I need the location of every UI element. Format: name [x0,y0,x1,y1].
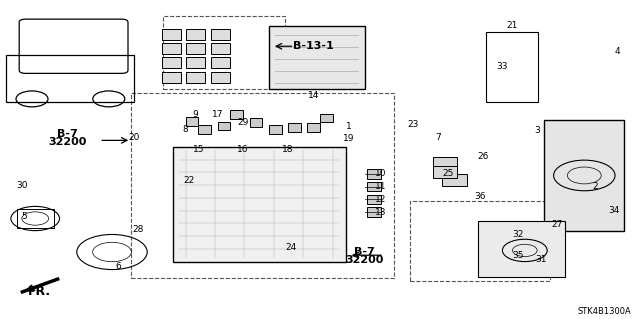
Text: 24: 24 [285,243,297,252]
Bar [186,57,205,68]
Text: 30: 30 [17,181,28,189]
Bar [367,207,381,217]
Text: 17: 17 [212,110,223,119]
Bar [433,157,457,169]
FancyBboxPatch shape [173,147,346,262]
Text: FR.: FR. [28,286,51,298]
Text: 3: 3 [535,126,540,135]
Bar [162,71,181,83]
Bar [307,123,320,132]
Text: 7: 7 [436,133,441,142]
FancyBboxPatch shape [544,120,624,231]
Text: 32200: 32200 [346,255,384,265]
Bar [288,123,301,132]
Text: 14: 14 [308,91,319,100]
Text: 21: 21 [506,21,518,30]
Text: 32200: 32200 [48,137,86,147]
Bar [433,166,457,178]
Bar [162,28,181,40]
FancyBboxPatch shape [269,26,365,89]
Text: STK4B1300A: STK4B1300A [578,307,632,315]
Text: 26: 26 [477,152,489,161]
Text: 31: 31 [535,256,547,264]
Bar [162,43,181,54]
Text: 15: 15 [193,145,204,154]
Bar [367,195,381,204]
Bar [211,28,230,40]
FancyBboxPatch shape [478,221,565,277]
Bar [186,43,205,54]
Text: 36: 36 [474,192,486,201]
Bar [230,110,243,119]
Text: 9: 9 [193,110,198,119]
Bar [186,117,198,126]
Bar [367,182,381,191]
Text: 6: 6 [116,262,121,271]
Text: 11: 11 [375,182,387,191]
Text: 32: 32 [513,230,524,239]
Text: 22: 22 [183,176,195,185]
Bar [186,71,205,83]
Text: 19: 19 [343,134,355,143]
Text: 27: 27 [551,220,563,229]
Bar [269,125,282,134]
Text: B-7: B-7 [355,247,375,257]
Text: 20: 20 [129,133,140,142]
Text: 18: 18 [282,145,294,154]
Text: 4: 4 [615,47,620,56]
Text: B-13-1: B-13-1 [293,41,334,51]
Bar [320,114,333,122]
Text: 2: 2 [593,182,598,191]
Bar [367,169,381,179]
Bar [211,71,230,83]
Text: 28: 28 [132,225,143,234]
Text: 34: 34 [609,206,620,215]
Text: 35: 35 [513,251,524,260]
Bar [162,57,181,68]
Bar [250,118,262,127]
Bar [218,122,230,130]
Text: 5: 5 [22,212,27,221]
Bar [211,43,230,54]
Bar [17,209,54,228]
Bar [186,28,205,40]
Text: 13: 13 [375,208,387,217]
Bar [198,125,211,134]
Text: 23: 23 [407,120,419,129]
Text: 12: 12 [375,195,387,204]
Text: 1: 1 [346,122,351,130]
Text: 29: 29 [237,118,249,127]
Text: 33: 33 [497,63,508,71]
Bar [211,57,230,68]
Bar [442,174,467,186]
Text: 25: 25 [442,169,454,178]
Text: 10: 10 [375,169,387,178]
Text: 16: 16 [237,145,249,154]
Text: 8: 8 [183,125,188,134]
Text: B-7: B-7 [57,129,77,139]
